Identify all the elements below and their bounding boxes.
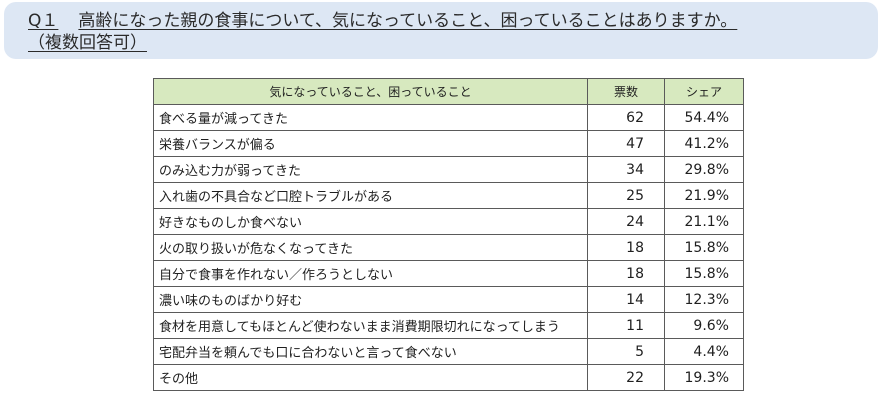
row-share: 4.4% xyxy=(664,338,744,365)
row-votes: 11 xyxy=(587,312,665,339)
row-votes: 24 xyxy=(587,208,665,235)
table-row: 入れ歯の不具合など口腔トラブルがある 25 21.9% xyxy=(153,182,744,209)
row-share: 15.8% xyxy=(664,234,744,261)
question-note: （複数回答可） xyxy=(28,33,147,53)
row-share: 54.4% xyxy=(664,104,744,131)
column-header-item: 気になっていること、困っていること xyxy=(153,78,588,105)
row-label: その他 xyxy=(153,364,588,391)
row-share: 21.1% xyxy=(664,208,744,235)
row-label: 好きなものしか食べない xyxy=(153,208,588,235)
table-row: 食べる量が減ってきた 62 54.4% xyxy=(153,104,744,131)
row-label: 食べる量が減ってきた xyxy=(153,104,588,131)
question-heading: Q１ 高齢になった親の食事について、気になっていること、困っていることはありますか… xyxy=(28,10,737,32)
column-header-votes: 票数 xyxy=(587,78,665,105)
row-share: 9.6% xyxy=(664,312,744,339)
question-text: 高齢になった親の食事について、気になっていること、困っていることはありますか。 xyxy=(78,11,738,31)
table-row: 好きなものしか食べない 24 21.1% xyxy=(153,208,744,235)
row-votes: 25 xyxy=(587,182,665,209)
row-label: 濃い味のものばかり好む xyxy=(153,286,588,313)
row-label: 食材を用意してもほとんど使わないまま消費期限切れになってしまう xyxy=(153,312,588,339)
table-row: 栄養バランスが偏る 47 41.2% xyxy=(153,130,744,157)
table-row: 火の取り扱いが危なくなってきた 18 15.8% xyxy=(153,234,744,261)
results-table: 気になっていること、困っていること 票数 シェア 食べる量が減ってきた 62 5… xyxy=(153,78,744,391)
row-votes: 5 xyxy=(587,338,665,365)
table-row: その他 22 19.3% xyxy=(153,364,744,391)
row-share: 21.9% xyxy=(664,182,744,209)
table-row: 宅配弁当を頼んでも口に合わないと言って食べない 5 4.4% xyxy=(153,338,744,365)
row-votes: 18 xyxy=(587,234,665,261)
row-votes: 14 xyxy=(587,286,665,313)
row-votes: 18 xyxy=(587,260,665,287)
question-number: Q１ xyxy=(28,11,59,31)
row-share: 29.8% xyxy=(664,156,744,183)
table-row: 濃い味のものばかり好む 14 12.3% xyxy=(153,286,744,313)
row-label: 宅配弁当を頼んでも口に合わないと言って食べない xyxy=(153,338,588,365)
row-votes: 34 xyxy=(587,156,665,183)
row-share: 19.3% xyxy=(664,364,744,391)
row-votes: 47 xyxy=(587,130,665,157)
question-box: Q１ 高齢になった親の食事について、気になっていること、困っていることはありますか… xyxy=(4,2,878,59)
row-label: 栄養バランスが偏る xyxy=(153,130,588,157)
table-row: のみ込む力が弱ってきた 34 29.8% xyxy=(153,156,744,183)
row-label: のみ込む力が弱ってきた xyxy=(153,156,588,183)
table-header-row: 気になっていること、困っていること 票数 シェア xyxy=(153,78,744,105)
row-share: 41.2% xyxy=(664,130,744,157)
row-votes: 62 xyxy=(587,104,665,131)
row-label: 入れ歯の不具合など口腔トラブルがある xyxy=(153,182,588,209)
row-label: 自分で食事を作れない／作ろうとしない xyxy=(153,260,588,287)
column-header-share: シェア xyxy=(664,78,744,105)
table-row: 食材を用意してもほとんど使わないまま消費期限切れになってしまう 11 9.6% xyxy=(153,312,744,339)
row-share: 15.8% xyxy=(664,260,744,287)
row-votes: 22 xyxy=(587,364,665,391)
row-share: 12.3% xyxy=(664,286,744,313)
table-row: 自分で食事を作れない／作ろうとしない 18 15.8% xyxy=(153,260,744,287)
row-label: 火の取り扱いが危なくなってきた xyxy=(153,234,588,261)
